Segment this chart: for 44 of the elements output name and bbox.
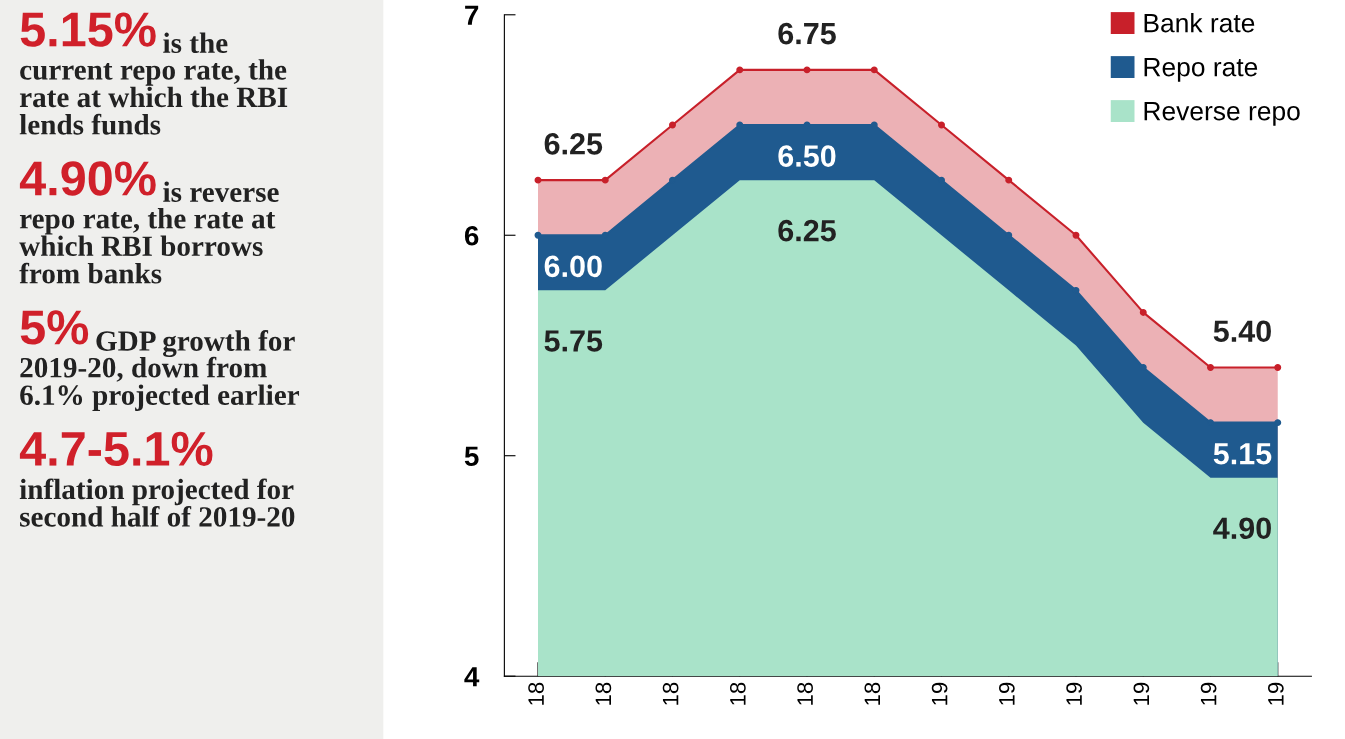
x-tick-label: 18	[528, 682, 544, 705]
data-label: 6.00	[544, 255, 602, 278]
x-tick-label: 18	[864, 682, 881, 705]
x-tick-label: 18	[662, 682, 679, 705]
x-tick-label: 19	[1200, 682, 1217, 705]
data-label: 5.75	[544, 330, 603, 352]
data-label: 5.40	[1213, 320, 1271, 343]
point	[870, 66, 878, 74]
point	[1139, 308, 1147, 316]
x-tick-label: 18	[595, 682, 612, 705]
legend-label: Reverse repo	[1144, 102, 1300, 126]
data-label: 6.25	[544, 133, 603, 155]
x-tick-label: 19	[1066, 682, 1082, 705]
point	[1274, 419, 1282, 427]
y-tick-label: 4	[464, 667, 480, 687]
y-tick-label: 6	[464, 225, 479, 246]
x-tick-label: 19	[1267, 682, 1284, 705]
x-tick-label: 19	[998, 682, 1015, 705]
point	[1072, 231, 1080, 239]
point	[1207, 364, 1214, 372]
data-label: 5.15	[1213, 443, 1272, 465]
point	[803, 66, 811, 74]
data-label: 6.25	[778, 219, 836, 242]
data-label: 4.90	[1213, 517, 1271, 540]
point	[938, 121, 945, 129]
x-tick-label: 18	[797, 682, 813, 705]
point	[736, 66, 744, 74]
point	[1274, 364, 1282, 372]
text: inflation projected for second half of 2019-20	[19, 478, 295, 527]
point	[534, 176, 542, 184]
point	[601, 176, 609, 184]
y-tick-label: 5	[464, 446, 479, 467]
point	[534, 231, 542, 239]
x-tick-label: 19	[1133, 682, 1150, 705]
x-tick-label: 19	[931, 682, 948, 705]
x-tick-label: 18	[729, 682, 746, 705]
data-label: 6.50	[778, 145, 836, 167]
text: 4.7-5.1%	[19, 431, 213, 467]
y-tick-label: 7	[465, 5, 479, 25]
legend-label: Bank rate	[1144, 13, 1255, 33]
legend-label: Repo rate	[1144, 58, 1258, 82]
point	[1005, 176, 1013, 184]
data-label: 6.75	[778, 22, 836, 45]
point	[669, 121, 676, 129]
